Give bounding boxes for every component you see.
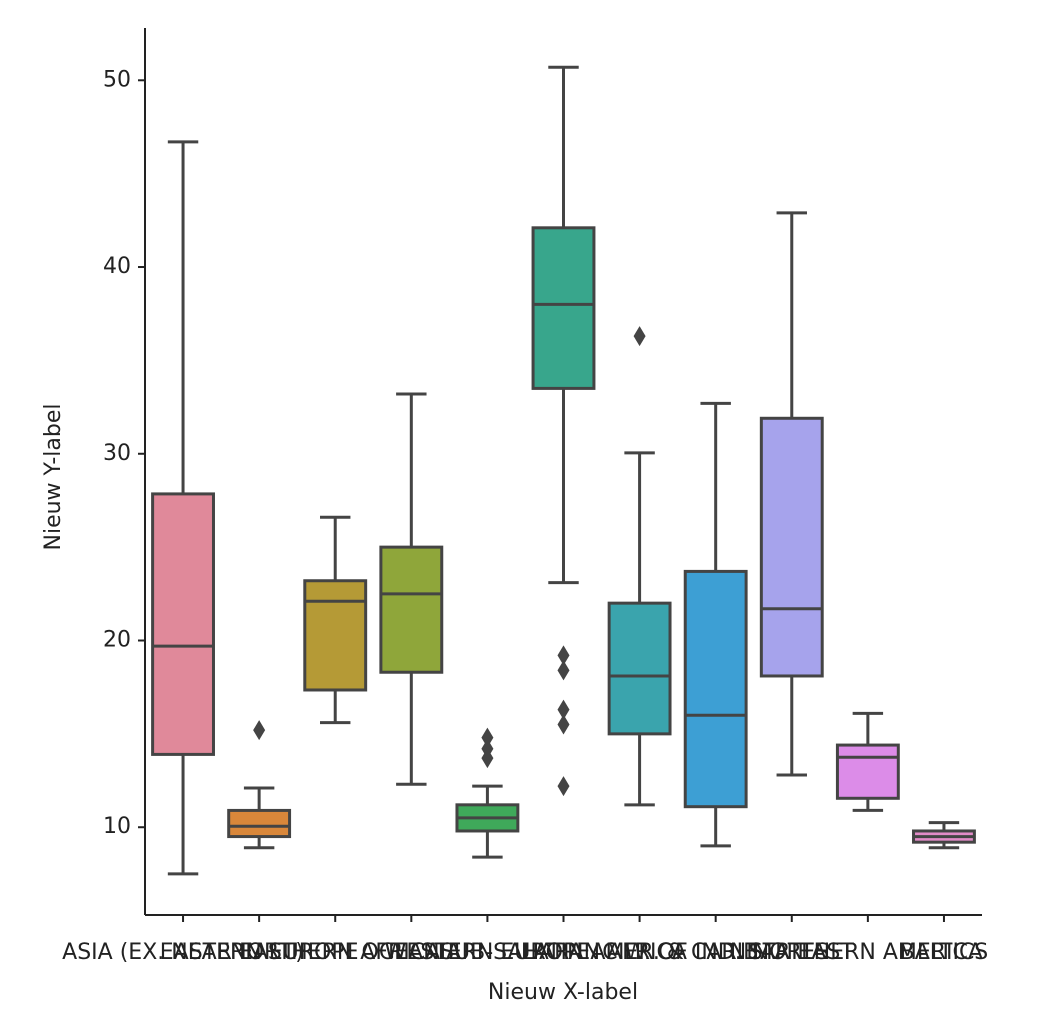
outlier	[557, 714, 570, 735]
x-tick-label: ASIA (EX. NEAR EAST)	[62, 940, 304, 965]
x-tick-label: NORTHERN AMERICA	[753, 940, 983, 965]
outlier	[633, 326, 646, 347]
box	[531, 226, 596, 390]
box	[607, 601, 672, 736]
x-tick-label: WESTERN EUROPE	[385, 940, 590, 965]
box	[151, 492, 215, 756]
box	[379, 545, 444, 674]
y-axis-label: Nieuw Y-label	[41, 403, 66, 550]
x-tick-label: SUB-SAHARAN AFRICA	[440, 940, 687, 965]
box	[683, 569, 748, 809]
outlier	[557, 776, 570, 797]
x-tick-label: NEAR EAST	[730, 940, 855, 965]
y-tick-label: 10	[103, 814, 131, 839]
outlier	[557, 660, 570, 681]
outlier	[557, 645, 570, 666]
outlier	[557, 699, 570, 720]
box	[835, 743, 900, 800]
outlier	[253, 720, 266, 741]
x-tick-label: OCEANIA	[362, 940, 462, 965]
x-tick-label: NORTHERN AFRICA	[230, 940, 440, 965]
outlier	[481, 748, 494, 769]
x-axis-label: Nieuw X-label	[488, 980, 638, 1005]
y-tick-label: 40	[103, 254, 131, 279]
x-tick-label: EASTERN EUROPE	[160, 940, 359, 965]
x-tick-label: LATIN AMER. & CARIB	[521, 940, 758, 965]
x-tick-label: BALTICS	[900, 940, 989, 965]
outlier	[481, 727, 494, 748]
y-tick-label: 30	[103, 441, 131, 466]
y-tick-label: 20	[103, 627, 131, 652]
x-tick-label: C.W. OF IND. STATES	[602, 940, 829, 965]
box	[759, 416, 824, 678]
box	[227, 808, 292, 839]
box	[303, 579, 368, 692]
y-tick-label: 50	[103, 67, 131, 92]
